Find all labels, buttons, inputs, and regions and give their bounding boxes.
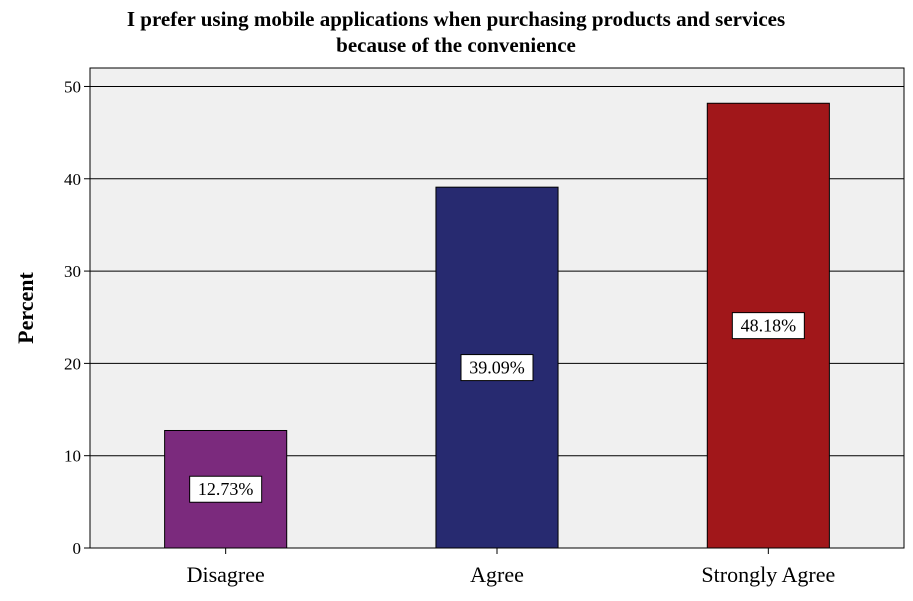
y-tick-label: 0	[73, 539, 82, 558]
data-label: 48.18%	[741, 316, 797, 336]
y-axis-label: Percent	[13, 272, 38, 344]
x-tick-label: Agree	[470, 562, 524, 587]
y-tick-label: 40	[64, 170, 81, 189]
y-axis-ticks: 0 10 20 30 40 50	[64, 77, 90, 558]
data-label: 39.09%	[469, 358, 525, 378]
y-tick-label: 30	[64, 262, 81, 281]
x-tick-label: Disagree	[187, 562, 265, 587]
y-tick-label: 50	[64, 77, 81, 96]
bars-group: 12.73% 39.09% 48.18%	[164, 102, 830, 549]
y-tick-label: 20	[64, 354, 81, 373]
data-label-box	[460, 354, 534, 382]
data-label-box	[189, 475, 263, 503]
data-label-box	[731, 312, 805, 340]
x-tick-label: Strongly Agree	[701, 562, 835, 587]
x-axis-ticks: Disagree Agree Strongly Agree	[187, 548, 835, 587]
y-tick-label: 10	[64, 447, 81, 466]
data-label: 12.73%	[198, 479, 254, 499]
chart-title-line-1: I prefer using mobile applications when …	[127, 7, 785, 31]
chart-title-line-2: because of the convenience	[336, 33, 576, 57]
